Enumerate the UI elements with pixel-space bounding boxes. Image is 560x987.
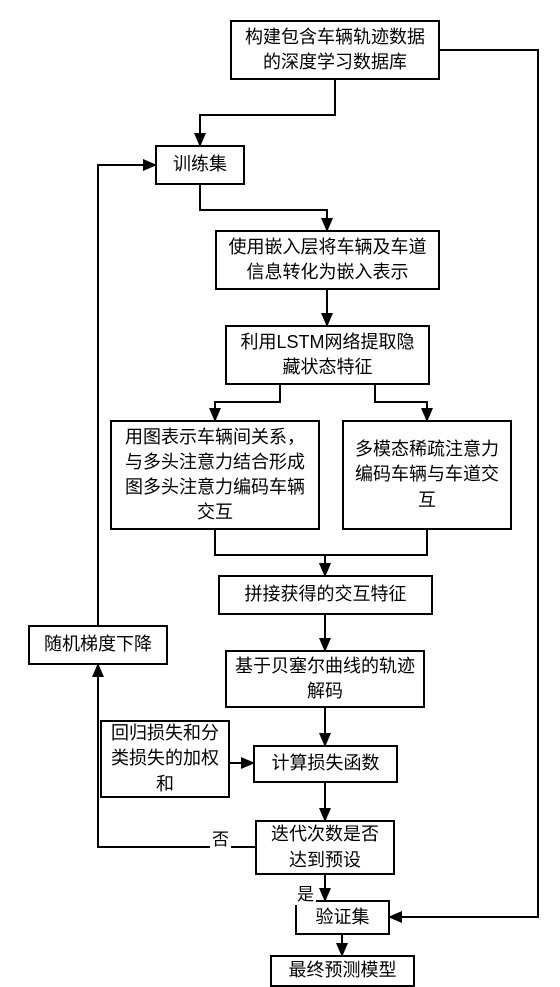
edge-n4-n5a (215, 385, 280, 420)
edge-n4-n5b (375, 385, 427, 420)
edge-n5b-n6 (325, 530, 427, 575)
flow-node-n1: 构建包含车辆轨迹数据的深度学习数据库 (230, 20, 440, 80)
edge-label-yes: 是 (295, 880, 316, 905)
flow-node-n5b: 多模态稀疏注意力编码车辆与车道交互 (342, 420, 512, 530)
flow-node-nsgd: 随机梯度下降 (28, 625, 168, 665)
flow-node-n2: 训练集 (155, 145, 245, 185)
edge-nsgd-n2 (98, 165, 155, 625)
flow-node-n8: 计算损失函数 (253, 745, 398, 783)
flow-node-n8a: 回归损失和分类损失的加权和 (100, 720, 230, 798)
flow-node-n5a: 用图表示车辆间关系，与多头注意力结合形成图多头注意力编码车辆交互 (110, 420, 320, 530)
flow-node-n11: 最终预测模型 (270, 955, 415, 987)
edge-n1-n2 (200, 80, 335, 145)
flow-node-n10: 验证集 (295, 900, 390, 935)
flow-node-n4: 利用LSTM网络提取隐藏状态特征 (225, 325, 430, 385)
edge-n5a-n6 (215, 530, 325, 575)
flow-node-n3: 使用嵌入层将车辆及车道信息转化为嵌入表示 (215, 230, 440, 290)
flow-node-n7: 基于贝塞尔曲线的轨迹解码 (225, 650, 425, 708)
flow-node-n9: 迭代次数是否达到预设 (255, 820, 395, 875)
edge-label-no: 否 (210, 825, 231, 850)
edge-n2-n3 (200, 185, 327, 230)
flow-node-n6: 拼接获得的交互特征 (218, 575, 433, 615)
